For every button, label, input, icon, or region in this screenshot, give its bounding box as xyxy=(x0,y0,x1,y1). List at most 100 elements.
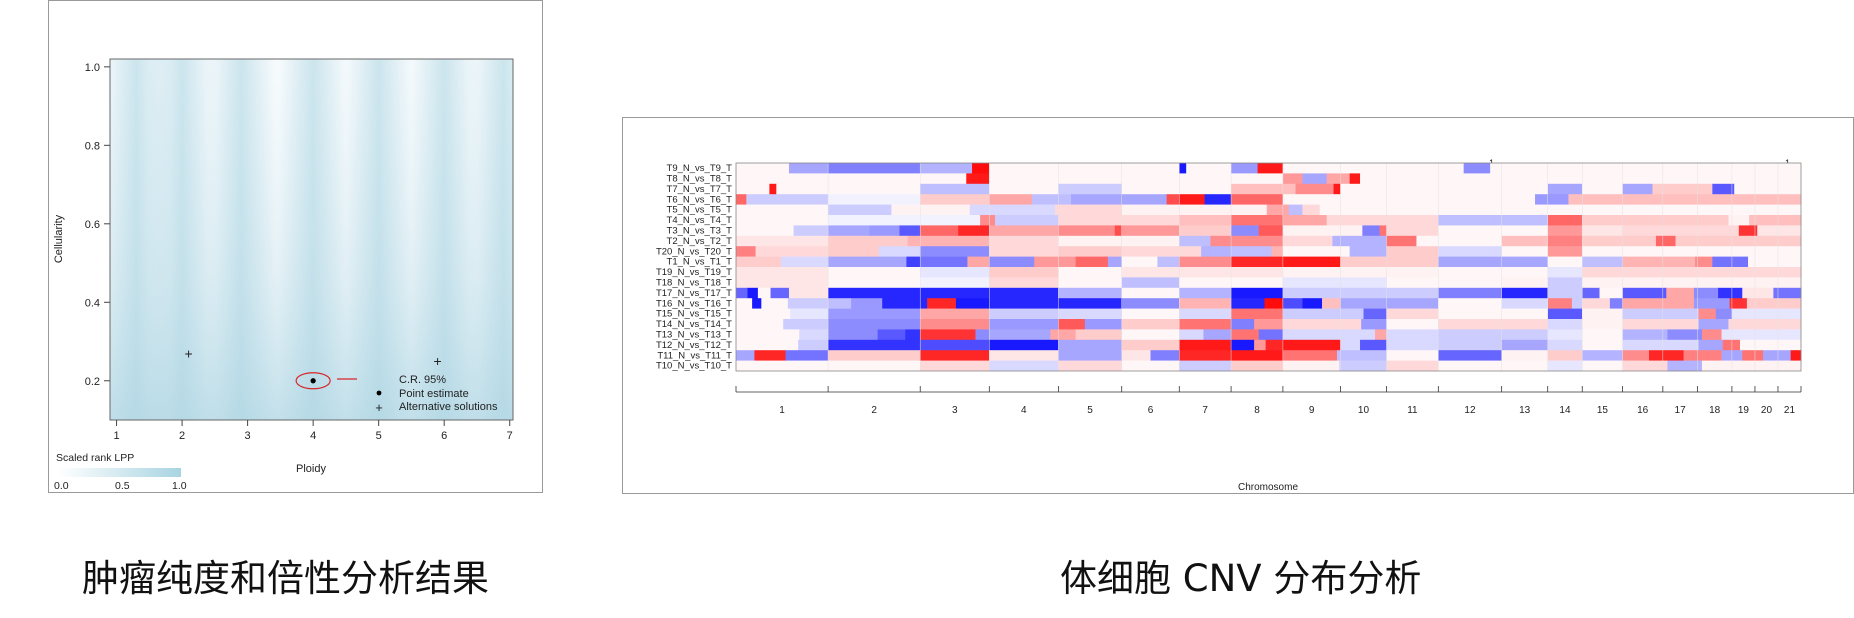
cnv-segment xyxy=(1179,339,1232,351)
cnv-segment xyxy=(1179,287,1232,299)
cnv-segment xyxy=(1231,298,1265,309)
cnv-segment xyxy=(1582,298,1611,309)
cnv-segment xyxy=(776,183,921,195)
cnv-segment xyxy=(906,256,921,268)
cnv-segment xyxy=(1231,246,1272,257)
cnv-segment xyxy=(1282,215,1328,226)
cnv-segment xyxy=(1231,308,1284,320)
cnv-segment xyxy=(828,287,1059,299)
cnv-segment xyxy=(1379,225,1387,237)
sample-label: T11_N_vs_T11_T xyxy=(657,350,732,361)
cnv-segment xyxy=(1071,194,1167,205)
cnv-segment xyxy=(1282,308,1364,320)
cnv-segment xyxy=(1058,339,1123,351)
cnv-segment xyxy=(828,350,921,361)
colorbar-tick: 0.5 xyxy=(115,480,130,492)
cnv-segment xyxy=(1058,350,1123,361)
cnv-segment xyxy=(1582,339,1623,351)
cnv-segment xyxy=(1282,235,1333,247)
cnv-segment xyxy=(1582,225,1623,237)
cnv-segment xyxy=(989,173,1284,185)
cnv-segment xyxy=(1683,350,1722,361)
axes: 1 2 3 4 5 6 7 0.2 0.4 0.6 0.8 1.0 xyxy=(85,62,513,442)
cnv-heatmap-chart: -1 1 T9_N_vs_T9_TT8_N_vs_T8_TT7_N_vs_T7_… xyxy=(656,158,1802,493)
cnv-segment xyxy=(799,329,829,341)
purity-ploidy-panel: 1 2 3 4 5 6 7 0.2 0.4 0.6 0.8 1.0 + + Cellularity Pl… xyxy=(48,0,543,493)
cnv-segment xyxy=(989,308,1059,320)
y-tick-label: 1.0 xyxy=(85,62,100,74)
cnv-segment xyxy=(1547,339,1583,351)
cnv-segment xyxy=(1332,235,1387,247)
sample-label: T18_N_vs_T18_T xyxy=(656,278,732,289)
cnv-segment xyxy=(736,235,829,247)
x-tick-label: 5 xyxy=(376,430,382,442)
sample-label: T8_N_vs_T8_T xyxy=(667,174,733,185)
chromosome-dividers xyxy=(827,163,1779,371)
chromosome-label: 18 xyxy=(1709,405,1721,416)
chromosome-axis: 1 2 3 4 5 6 7 8 9 10 11 12 13 14 15 16 17 18 19 20 21 xyxy=(735,386,1802,416)
cnv-segment xyxy=(1698,339,1724,351)
cnv-segment xyxy=(828,225,870,237)
cnv-segment xyxy=(790,308,829,320)
cnv-segment xyxy=(1438,350,1503,361)
cnv-segment xyxy=(1340,298,1439,309)
cnv-segment xyxy=(1231,235,1284,247)
cnv-segment xyxy=(1386,319,1439,330)
cnv-segment xyxy=(1231,215,1284,226)
sample-label: T10_N_vs_T10_T xyxy=(656,361,732,372)
cnv-segment xyxy=(1386,329,1439,341)
sample-label: T3_N_vs_T3_T xyxy=(667,226,733,237)
cnv-segment xyxy=(1582,246,1802,257)
cnv-segment xyxy=(1790,350,1802,361)
cnv-segment xyxy=(1231,256,1284,268)
cnv-segment xyxy=(1438,360,1549,372)
cnv-segment xyxy=(1121,183,1232,195)
chromosome-label: 9 xyxy=(1309,405,1315,416)
cnv-segment xyxy=(1535,194,1569,205)
cnv-segment xyxy=(1339,360,1387,372)
cnv-segment xyxy=(1179,225,1232,237)
chromosome-label: 20 xyxy=(1761,405,1773,416)
sample-label: T6_N_vs_T6_T xyxy=(667,194,733,205)
cnv-segment xyxy=(1282,350,1338,361)
cnv-segment xyxy=(736,298,753,309)
alternative-solution-marker: + xyxy=(434,353,442,369)
cnv-cells xyxy=(736,163,1802,372)
solution-marks: + + xyxy=(185,345,442,390)
cnv-segment xyxy=(1179,256,1232,268)
cnv-segment xyxy=(1333,183,1341,195)
cnv-segment xyxy=(1282,163,1465,174)
cnv-segment xyxy=(1501,246,1549,257)
cnv-segment xyxy=(1746,298,1802,309)
cnv-segment xyxy=(1547,298,1573,309)
density-stripe xyxy=(469,59,513,420)
cnv-segment xyxy=(736,277,829,289)
cnv-segment xyxy=(1547,319,1583,330)
cnv-segment xyxy=(989,329,1051,341)
caption-purity-ploidy: 肿瘤纯度和倍性分析结果 xyxy=(82,557,489,600)
cnv-segment xyxy=(1282,246,1351,257)
cnv-segment xyxy=(1231,194,1284,205)
cnv-segment xyxy=(828,298,852,309)
cnv-segment xyxy=(1438,267,1549,278)
cnv-segment xyxy=(972,163,990,174)
cnv-segment xyxy=(1438,215,1549,226)
cnv-segment xyxy=(1266,204,1290,216)
cnv-segment xyxy=(989,298,1123,309)
cnv-segment xyxy=(1698,225,1740,237)
cnv-segment xyxy=(989,267,1059,278)
cnv-segment xyxy=(736,246,756,257)
cnv-segment xyxy=(969,204,1056,216)
cnv-segment xyxy=(1722,339,1741,351)
cnv-segment xyxy=(1738,225,1758,237)
legend-entry-point: Point estimate xyxy=(399,388,469,400)
cnv-segment xyxy=(1622,298,1695,309)
sample-labels: T9_N_vs_T9_TT8_N_vs_T8_TT7_N_vs_T7_TT6_N… xyxy=(656,163,732,372)
y-tick-label: 0.4 xyxy=(85,297,100,309)
cnv-segment xyxy=(1121,204,1268,216)
plot-frame xyxy=(109,58,514,421)
cnv-segment xyxy=(1501,277,1549,289)
cnv-segment xyxy=(920,256,968,268)
cnv-segment xyxy=(989,235,1059,247)
legend: C.R. 95% Point estimate + Alternative so… xyxy=(337,374,498,415)
